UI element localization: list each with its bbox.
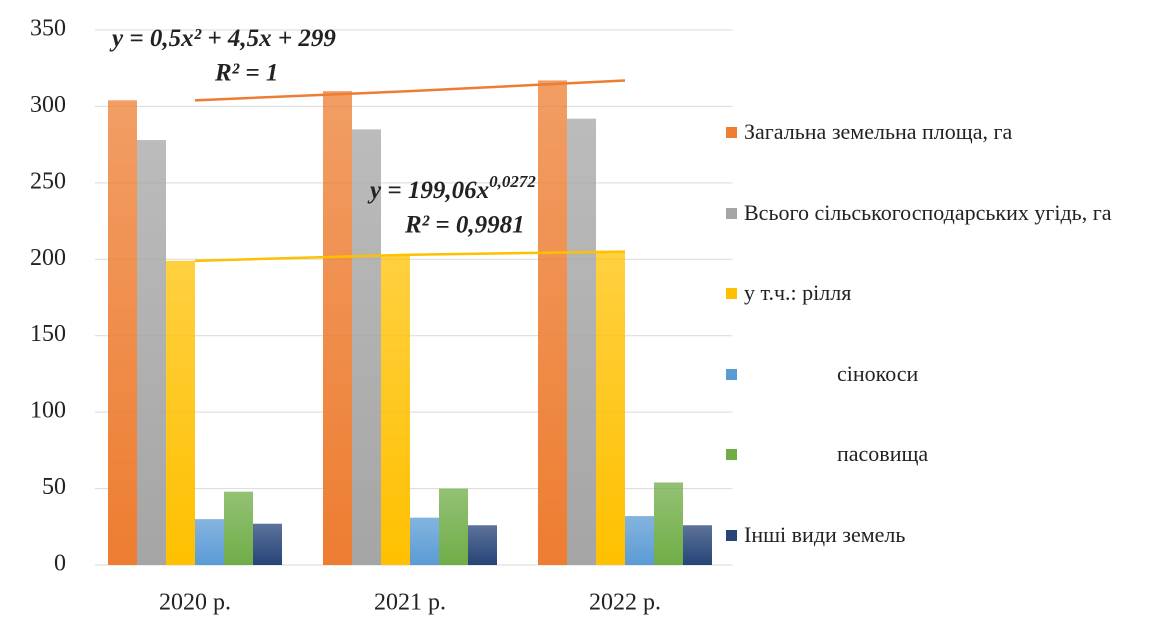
bar xyxy=(224,491,253,565)
trendline-equation: y = 199,06x0,0272 xyxy=(367,172,536,204)
y-tick-label: 0 xyxy=(54,551,66,577)
bar xyxy=(468,525,497,565)
legend-swatch xyxy=(726,288,737,299)
legend-item: пасовища xyxy=(722,440,1152,521)
trendline-equation: y = 0,5x² + 4,5x + 299 xyxy=(109,25,336,52)
bar xyxy=(683,525,712,565)
trendline-r2: R² = 1 xyxy=(214,60,278,87)
y-tick-label: 250 xyxy=(30,168,66,194)
legend-label: Інші види земель xyxy=(744,521,906,547)
bar xyxy=(323,91,352,566)
equation-text: y = 199,06x xyxy=(367,177,489,204)
equation-text: y = 0,5x² + 4,5x + 299 xyxy=(109,25,336,52)
y-tick-label: 100 xyxy=(30,398,66,424)
bar xyxy=(625,516,654,565)
legend-item: Інші види земель xyxy=(722,521,1152,602)
y-tick-label: 50 xyxy=(42,474,66,500)
bar xyxy=(253,523,282,565)
legend-label: Загальна земельна площа, га xyxy=(744,119,1013,144)
y-tick-label: 300 xyxy=(30,92,66,118)
legend-item: у т.ч.: рілля xyxy=(722,279,1152,360)
x-tick-label: 2020 р. xyxy=(159,590,231,616)
legend: Загальна земельна площа, га Всього сільсь… xyxy=(722,118,1152,601)
legend-swatch xyxy=(726,207,737,219)
legend-label: Всього сільськогосподарських угідь, га xyxy=(744,199,1112,225)
legend-swatch xyxy=(726,529,737,541)
bar xyxy=(596,251,625,565)
bar xyxy=(410,517,439,565)
legend-label: сінокоси xyxy=(837,360,919,386)
bar xyxy=(381,254,410,565)
legend-swatch xyxy=(726,368,737,380)
bar xyxy=(439,488,468,565)
bar xyxy=(137,140,166,566)
trendline xyxy=(194,250,626,263)
legend-label: у т.ч.: рілля xyxy=(744,280,852,305)
y-tick-label: 150 xyxy=(30,321,66,347)
bar xyxy=(108,100,137,566)
legend-item: Всього сільськогосподарських угідь, га xyxy=(722,199,1152,280)
x-tick-label: 2021 р. xyxy=(374,590,446,616)
equation-exponent: 0,0272 xyxy=(489,172,536,191)
bar xyxy=(538,80,567,565)
legend-swatch xyxy=(726,449,737,460)
y-tick-label: 350 xyxy=(30,16,66,42)
y-tick-label: 200 xyxy=(30,245,66,271)
bar xyxy=(567,118,596,566)
legend-label: пасовища xyxy=(837,441,929,466)
trendline xyxy=(194,79,626,102)
bar xyxy=(654,482,683,565)
bar xyxy=(352,129,381,565)
x-tick-label: 2022 р. xyxy=(589,590,661,616)
bar xyxy=(166,260,195,565)
legend-item: сінокоси xyxy=(722,360,1152,441)
legend-swatch xyxy=(726,127,737,138)
trendline-r2: R² = 0,9981 xyxy=(404,212,525,239)
bar xyxy=(195,519,224,565)
legend-item: Загальна земельна площа, га xyxy=(722,118,1152,199)
